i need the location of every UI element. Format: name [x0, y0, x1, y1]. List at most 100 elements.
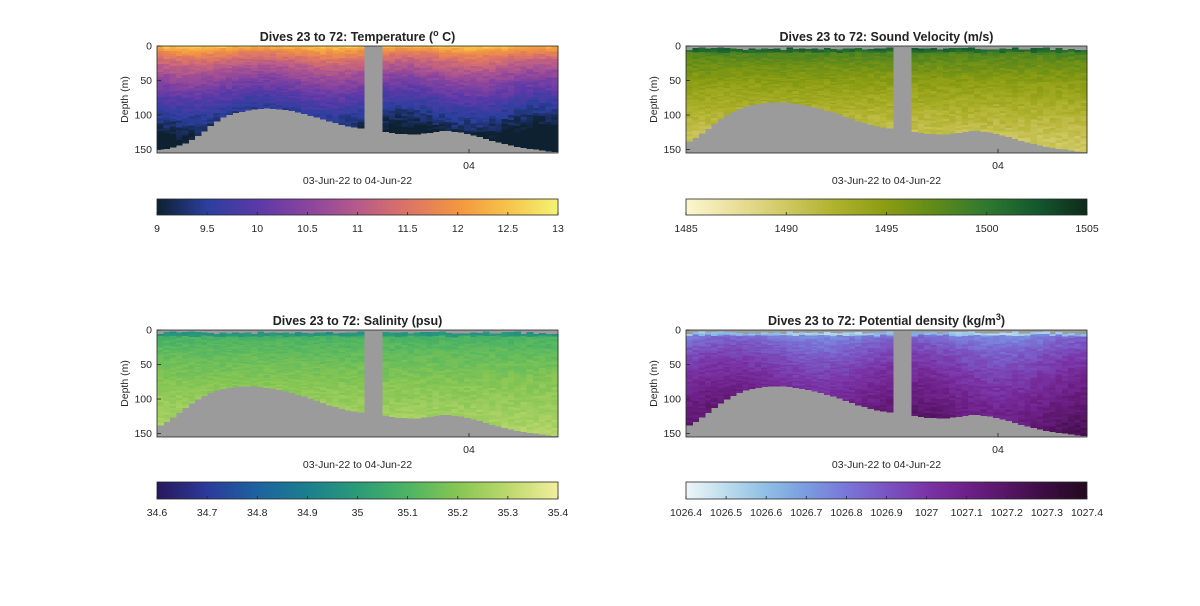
heatmap-cell — [943, 132, 950, 135]
heatmap-cell — [937, 132, 944, 135]
colorbar-tick-label: 9 — [154, 223, 160, 235]
heatmap-cell — [1043, 144, 1050, 147]
heatmap-cell — [987, 130, 994, 133]
heatmap-cell — [774, 101, 781, 103]
heatmap-cell — [761, 101, 768, 103]
heatmap-cell — [295, 110, 302, 112]
heatmap-cell — [805, 104, 812, 106]
colorbar-tick-label: 1495 — [875, 223, 899, 235]
heatmap-cell — [692, 135, 699, 138]
heatmap-cell — [724, 113, 731, 115]
heatmap-cell — [326, 119, 333, 121]
heatmap-cell — [157, 423, 164, 426]
heatmap-cell — [414, 132, 421, 135]
panel-2: Dives 23 to 72: Sound Velocity (m/s)0501… — [648, 30, 1099, 235]
y-tick-label: 50 — [669, 75, 681, 87]
heatmap-cell — [962, 129, 969, 132]
y-tick-label: 150 — [663, 144, 681, 156]
panel-3: Dives 23 to 72: Salinity (psu)050100150D… — [119, 314, 568, 519]
y-tick-label: 50 — [140, 75, 152, 87]
heatmap-cell — [849, 117, 856, 119]
heatmap-cell — [539, 147, 546, 150]
x-tick-label: 04 — [992, 160, 1004, 172]
heatmap-cell — [887, 126, 894, 129]
heatmap-cell — [201, 129, 208, 132]
colorbar-tick-label: 12.5 — [498, 223, 519, 235]
x-tick-label: 04 — [463, 160, 475, 172]
heatmap-cell — [213, 119, 220, 121]
heatmap-cell — [470, 133, 477, 136]
colorbar-tick-label: 11 — [352, 223, 363, 235]
heatmap-cell — [955, 130, 962, 133]
heatmap-cell — [170, 144, 177, 147]
heatmap-cell — [1031, 141, 1038, 144]
heatmap-cell — [711, 122, 718, 124]
heatmap-cell — [824, 109, 831, 111]
heatmap-cell — [489, 138, 496, 141]
heatmap-cell — [401, 131, 408, 134]
chart-title: Dives 23 to 72: Temperature (o C) — [260, 28, 456, 44]
heatmap-cell — [999, 133, 1006, 136]
colorbar-tick-label: 1490 — [775, 223, 799, 235]
heatmap-cell — [307, 114, 314, 116]
heatmap-cell — [1056, 146, 1063, 149]
heatmap-cell — [276, 107, 283, 109]
heatmap-cell — [780, 101, 787, 103]
heatmap-cell — [238, 110, 245, 112]
heatmap-cell — [495, 140, 502, 143]
heatmap-cell — [786, 101, 793, 103]
colorbar-tick-label: 1500 — [975, 223, 999, 235]
heatmap-cell — [451, 129, 458, 132]
heatmap-cell — [1024, 140, 1031, 143]
heatmap-cell — [477, 134, 484, 137]
heatmap-cell — [767, 101, 774, 103]
x-axis-label: 03-Jun-22 to 04-Jun-22 — [303, 175, 412, 187]
heatmap-cell — [912, 129, 919, 132]
heatmap-cell — [483, 136, 490, 139]
heatmap-cell — [1037, 142, 1044, 145]
heatmap-cell — [874, 124, 881, 127]
heatmap-cell — [195, 133, 202, 136]
y-tick-label: 0 — [675, 41, 681, 53]
heatmap-cell — [358, 126, 365, 129]
heatmap-cell — [508, 142, 515, 145]
heatmap-cell — [320, 117, 327, 119]
heatmap-cell — [686, 139, 693, 142]
heatmap-cell — [736, 107, 743, 109]
heatmap-cell — [755, 102, 762, 104]
colorbar-tick-label: 11.5 — [398, 223, 418, 235]
colorbar-tick-label: 9.5 — [200, 223, 215, 235]
colorbar-tick-label: 12 — [452, 223, 464, 235]
heatmap-cell — [545, 148, 552, 151]
heatmap-cell — [433, 129, 440, 132]
heatmap-cell — [226, 113, 233, 115]
heatmap-cell — [1062, 147, 1069, 150]
heatmap-cell — [163, 146, 170, 149]
heatmap-cell — [220, 115, 227, 117]
heatmap-cell — [830, 110, 837, 112]
heatmap-cell — [705, 126, 712, 129]
heatmap-cell — [918, 130, 925, 133]
heatmap-cell — [924, 131, 931, 134]
heatmap-cell — [464, 131, 471, 134]
heatmap-cell — [836, 112, 843, 114]
heatmap-cell — [861, 121, 868, 123]
heatmap-cell — [282, 108, 289, 110]
heatmap-cell — [974, 129, 981, 132]
heatmap-cell — [699, 131, 706, 134]
heatmap-cell — [301, 112, 308, 114]
y-axis-label: Depth (m) — [119, 76, 131, 123]
heatmap-cell — [264, 107, 271, 109]
heatmap-cell — [749, 103, 756, 105]
heatmap-cell — [514, 144, 521, 147]
heatmap-cell — [968, 128, 975, 131]
heatmap-cell — [980, 129, 987, 132]
heatmap-cell — [1068, 148, 1075, 151]
colorbar-tick-label: 1485 — [674, 223, 698, 235]
heatmap-cell — [257, 107, 264, 109]
heatmap-cell — [207, 123, 214, 126]
heatmap-cell — [552, 149, 559, 152]
colorbar-tick-label: 1505 — [1075, 223, 1099, 235]
